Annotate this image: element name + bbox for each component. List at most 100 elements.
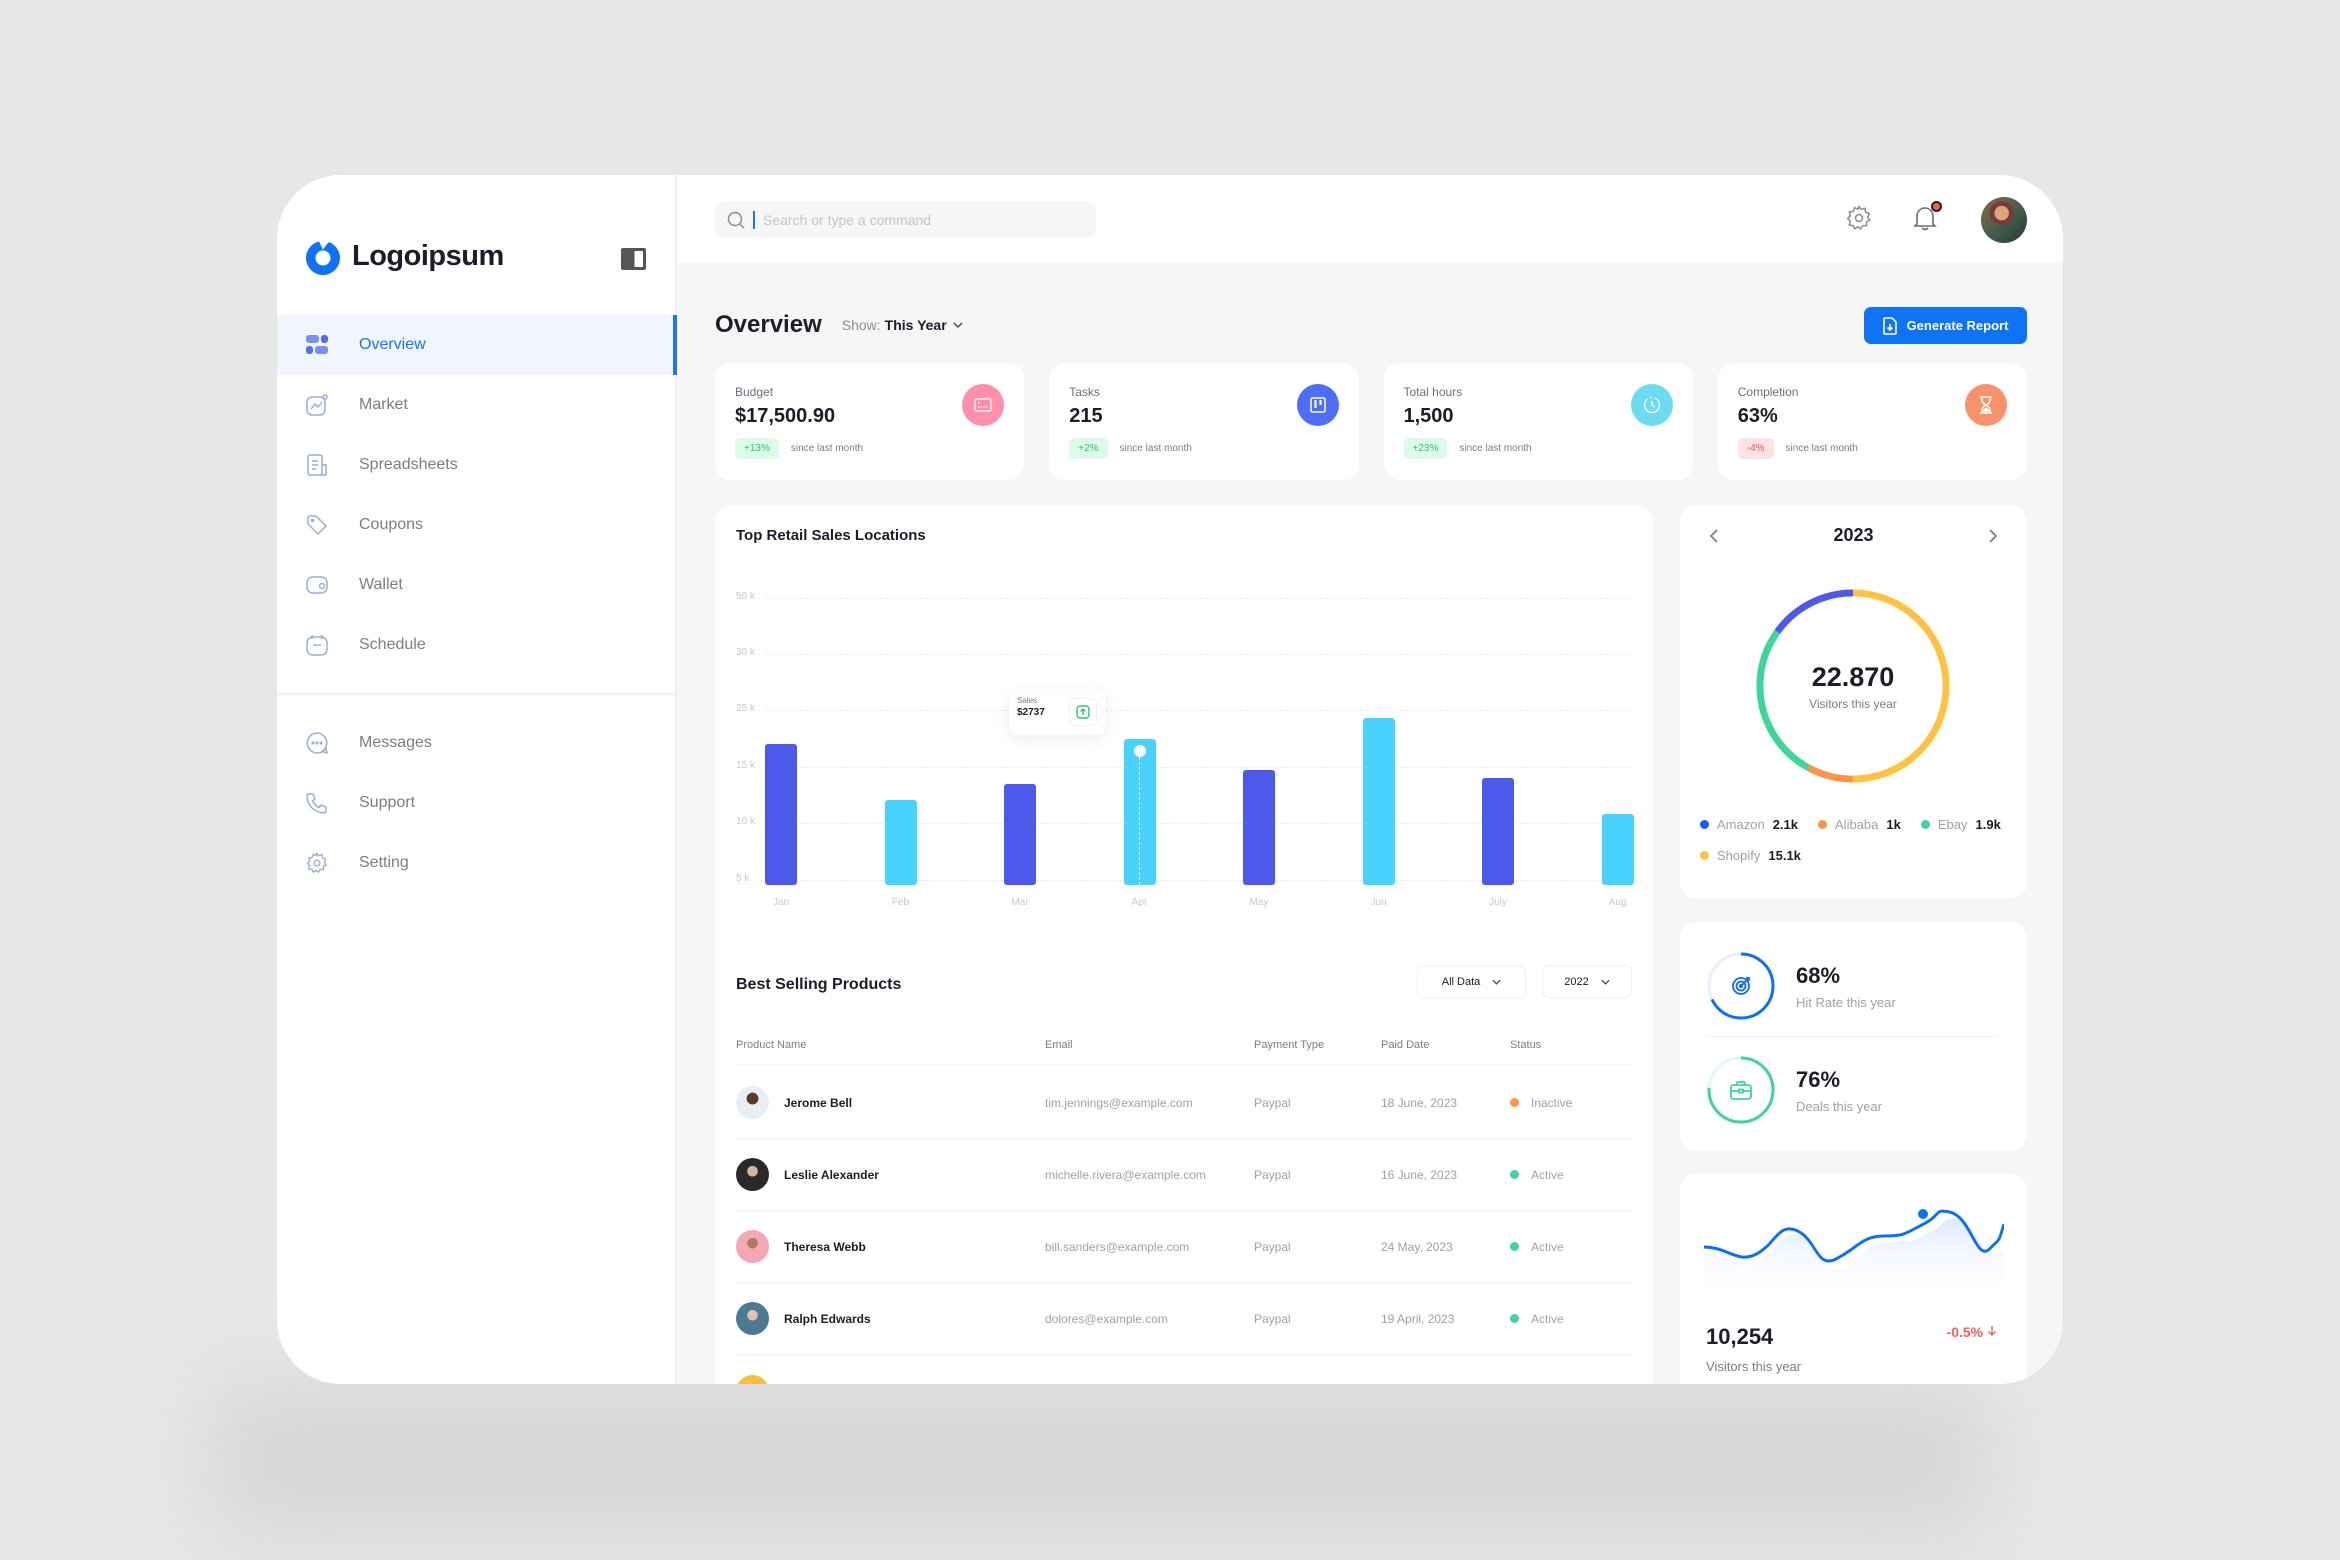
hit-rate-ring: [1706, 951, 1776, 1021]
window-shadow: [210, 1384, 1990, 1534]
stat-label: Budget: [735, 385, 774, 399]
email-cell: dolores@example.com: [1045, 1311, 1168, 1326]
data-filter-dropdown[interactable]: All Data: [1417, 965, 1526, 998]
table-row-partial[interactable]: [736, 1355, 1632, 1384]
status-text: Active: [1531, 1311, 1564, 1326]
table-row[interactable]: Theresa Webb bill.sanders@example.com Pa…: [736, 1211, 1632, 1283]
product-name: Jerome Bell: [784, 1095, 853, 1110]
year-label: 2023: [1833, 525, 1874, 545]
tooltip-label: Sales: [1017, 696, 1038, 705]
search-input[interactable]: [763, 211, 1083, 228]
sidebar-item-spreadsheets[interactable]: Spreadsheets: [277, 435, 675, 495]
legend-name: Shopify: [1717, 848, 1761, 863]
column-header[interactable]: Email: [1045, 1038, 1073, 1051]
column-header[interactable]: Status: [1510, 1038, 1542, 1051]
sidebar-collapse-button[interactable]: [621, 248, 646, 270]
sidebar-item-overview[interactable]: Overview: [277, 315, 677, 375]
column-header[interactable]: Product Name: [736, 1038, 807, 1051]
stat-card-total-hours[interactable]: Total hours 1,500 +23% since last month: [1383, 363, 1693, 480]
notifications-button[interactable]: [1913, 201, 1942, 231]
year-filter-dropdown[interactable]: 2022: [1542, 965, 1632, 998]
gridline: [765, 823, 1633, 824]
change-badge: -4%: [1737, 438, 1774, 459]
sidebar-item-messages[interactable]: Messages: [277, 713, 675, 773]
text-caret: [753, 210, 755, 229]
product-name: Ralph Edwards: [784, 1311, 871, 1326]
overview-header: Overview Show: This Year Generate Report: [715, 305, 2027, 345]
bar-aug[interactable]: [1601, 814, 1634, 885]
chevron-down-icon: [1492, 979, 1501, 985]
show-label: Show:: [841, 317, 881, 333]
user-avatar[interactable]: [1981, 197, 2027, 243]
change-badge: +2%: [1069, 438, 1108, 459]
card-icon: [962, 384, 1005, 426]
status-dot: [1510, 1242, 1519, 1251]
stat-card-budget[interactable]: Budget $17,500.90 +13% since last month: [715, 363, 1025, 480]
settings-button[interactable]: [1846, 205, 1872, 231]
legend-name: Amazon: [1717, 817, 1765, 832]
sidebar-item-coupons[interactable]: Coupons: [277, 495, 675, 555]
product-name: Theresa Webb: [784, 1239, 866, 1254]
date-cell: 19 April, 2023: [1381, 1311, 1455, 1326]
since-label: since last month: [1119, 443, 1192, 454]
x-tick: Jun: [1370, 897, 1387, 908]
sidebar-item-support[interactable]: Support: [277, 773, 675, 833]
stat-card-tasks[interactable]: Tasks 215 +2% since last month: [1049, 363, 1359, 480]
stats-row: Budget $17,500.90 +13% since last month …: [715, 363, 2027, 480]
page-title: Overview: [715, 311, 822, 338]
bar-apr[interactable]: [1123, 738, 1156, 885]
grid-icon: [305, 333, 329, 357]
y-tick: 5 k: [736, 873, 750, 884]
date-cell: 18 June, 2023: [1381, 1095, 1458, 1110]
legend-item-alibaba: Alibaba 1k: [1818, 817, 1901, 832]
table-row[interactable]: Jerome Bell tim.jennings@example.com Pay…: [736, 1067, 1632, 1139]
y-tick: 50 k: [736, 591, 755, 602]
sidebar-item-label: Support: [359, 794, 416, 811]
legend-dot: [1818, 820, 1828, 829]
column-header[interactable]: Paid Date: [1381, 1038, 1430, 1051]
prev-year-button[interactable]: [1704, 526, 1724, 546]
period-dropdown[interactable]: This Year: [885, 317, 963, 333]
email-cell: tim.jennings@example.com: [1045, 1095, 1193, 1110]
payment-cell: Paypal: [1254, 1095, 1291, 1110]
sidebar-item-market[interactable]: Market: [277, 375, 675, 435]
column-header[interactable]: Payment Type: [1254, 1038, 1325, 1051]
sparkline-marker: [1916, 1207, 1930, 1221]
table-row[interactable]: Ralph Edwards dolores@example.com Paypal…: [736, 1283, 1632, 1355]
bar-mar[interactable]: [1004, 783, 1036, 885]
tag-icon: [305, 513, 329, 537]
legend-dot: [1920, 820, 1930, 829]
y-tick: 30 k: [736, 647, 755, 658]
wallet-icon: [305, 573, 329, 597]
deals-label: Deals this year: [1796, 1098, 1882, 1114]
x-tick: July: [1489, 897, 1507, 908]
sidebar: Logoipsum Overview Market Spreadsheets: [277, 175, 677, 1384]
sidebar-item-wallet[interactable]: Wallet: [277, 555, 675, 615]
logo[interactable]: Logoipsum: [304, 237, 504, 275]
gear-icon: [305, 851, 329, 875]
x-tick: May: [1249, 897, 1269, 908]
hit-rate-label: Hit Rate this year: [1796, 994, 1896, 1010]
products-header: Best Selling Products All Data 2022: [736, 965, 1632, 1005]
next-year-button[interactable]: [1983, 526, 2003, 546]
gridline: [765, 880, 1633, 881]
legend-value: 1k: [1886, 817, 1901, 832]
bar-july[interactable]: [1482, 778, 1514, 885]
sidebar-item-setting[interactable]: Setting: [277, 833, 675, 893]
nav-divider: [277, 693, 675, 695]
avatar: [736, 1230, 769, 1263]
sparkline-chart: [1704, 1207, 2004, 1304]
sidebar-item-schedule[interactable]: Schedule: [277, 615, 675, 675]
stat-card-completion[interactable]: Completion 63% -4% since last month: [1717, 363, 2027, 480]
sales-and-products-card: Top Retail Sales Locations 50 k 30 k 25 …: [715, 505, 1653, 1384]
bar-may[interactable]: [1243, 770, 1275, 885]
generate-report-button[interactable]: Generate Report: [1864, 307, 2027, 344]
bar-jan[interactable]: [765, 744, 797, 885]
table-row[interactable]: Leslie Alexander michelle.rivera@example…: [736, 1139, 1632, 1211]
bar-feb[interactable]: [884, 799, 917, 885]
visitors-donut-card: 2023 22.870 Visitors this year: [1680, 505, 2027, 898]
logo-icon: [306, 239, 340, 275]
bar-jun[interactable]: [1362, 718, 1395, 885]
legend-value: 1.9k: [1975, 817, 2001, 832]
search-bar[interactable]: [715, 201, 1096, 238]
